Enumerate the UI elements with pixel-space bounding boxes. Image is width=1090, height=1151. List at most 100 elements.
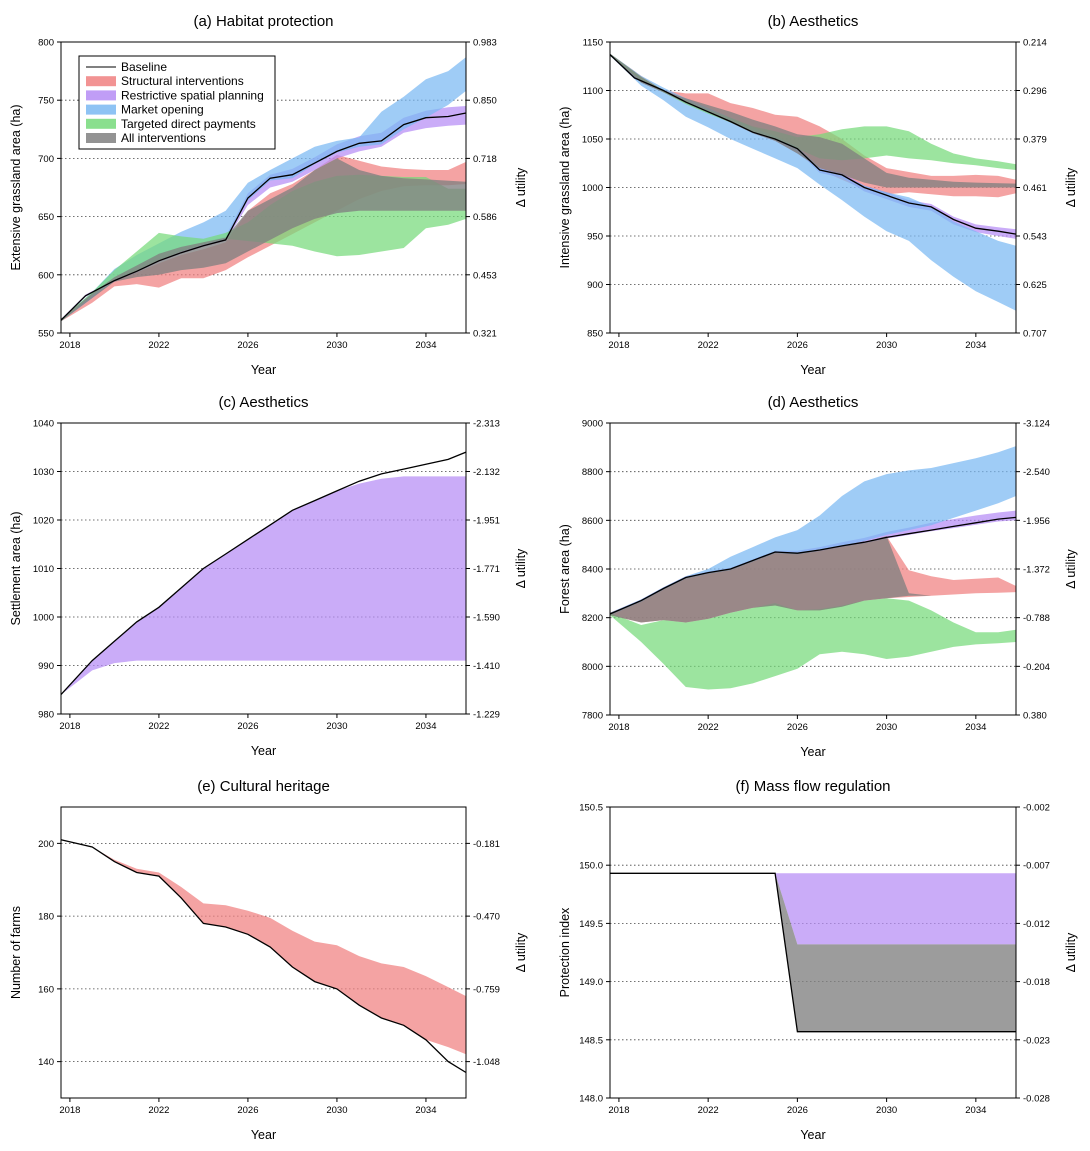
y-tick-label: 700 <box>38 154 54 165</box>
legend-label: Targeted direct payments <box>121 117 256 131</box>
y2-axis-label: Δ utility <box>1064 548 1078 588</box>
y-tick-label: 600 <box>38 270 54 281</box>
y2-tick-label: -0.023 <box>1023 1035 1050 1046</box>
y2-axis-label: Δ utility <box>514 167 528 207</box>
y-tick-label: 8800 <box>582 467 603 478</box>
panel-title: (e) Cultural heritage <box>197 778 330 795</box>
x-tick-label: 2026 <box>787 340 808 351</box>
x-tick-label: 2026 <box>787 1105 808 1116</box>
x-tick-label: 2022 <box>148 340 169 351</box>
x-tick-label: 2026 <box>237 1105 258 1116</box>
y-axis-label: Forest area (ha) <box>558 524 572 614</box>
x-tick-label: 2022 <box>148 1105 169 1116</box>
y2-tick-label: -0.470 <box>473 912 500 923</box>
y-tick-label: 7800 <box>582 711 603 722</box>
y2-tick-label: 0.214 <box>1023 38 1047 49</box>
y2-tick-label: -0.788 <box>1023 613 1050 624</box>
y2-tick-label: 0.379 <box>1023 135 1047 146</box>
y-tick-label: 1150 <box>583 38 603 49</box>
baseline-line <box>610 872 1016 1033</box>
y-tick-label: 1010 <box>33 564 54 575</box>
band-restrictive-spatial-planning <box>775 873 1016 945</box>
y2-tick-label: -0.028 <box>1023 1094 1050 1105</box>
legend-swatch <box>86 76 116 87</box>
y-tick-label: 149.0 <box>579 977 603 988</box>
plot-frame <box>609 806 1017 1099</box>
baseline-line <box>60 451 467 696</box>
y-axis-label: Protection index <box>558 907 572 997</box>
y2-tick-label: 0.380 <box>1023 711 1047 722</box>
y2-tick-label: -0.018 <box>1023 977 1050 988</box>
x-axis-label: Year <box>800 1128 825 1142</box>
x-axis-label: Year <box>251 744 276 758</box>
band-all-interventions <box>610 53 1016 188</box>
band-restrictive-spatial-planning <box>610 510 1016 616</box>
y-tick-label: 800 <box>38 38 54 49</box>
y2-tick-label: -2.540 <box>1023 467 1050 478</box>
y2-tick-label: 0.453 <box>473 270 497 281</box>
y-tick-label: 8600 <box>582 516 603 527</box>
panel-title: (a) Habitat protection <box>193 13 333 30</box>
band-market-opening <box>610 53 1016 311</box>
x-tick-label: 2022 <box>698 722 719 733</box>
x-tick-label: 2030 <box>326 721 347 732</box>
y-tick-label: 150.0 <box>579 861 603 872</box>
x-tick-label: 2022 <box>698 340 719 351</box>
x-tick-label: 2018 <box>608 340 629 351</box>
baseline-line <box>60 112 467 321</box>
y-axis-label: Intensive grassland area (ha) <box>558 107 572 269</box>
panel-title: (d) Aesthetics <box>768 394 859 411</box>
x-tick-label: 2034 <box>415 1105 436 1116</box>
x-axis-label: Year <box>251 363 276 377</box>
x-axis-label: Year <box>800 363 825 377</box>
y2-tick-label: -1.951 <box>473 516 500 527</box>
y2-tick-label: -0.759 <box>473 984 500 995</box>
y-tick-label: 1020 <box>33 516 54 527</box>
band-restrictive-spatial-planning <box>61 106 466 322</box>
y2-tick-label: 0.707 <box>1023 329 1047 340</box>
y2-tick-label: -2.132 <box>473 467 500 478</box>
y2-tick-label: -1.048 <box>473 1057 500 1068</box>
band-targeted-direct-payments <box>610 598 1016 690</box>
y2-tick-label: -1.372 <box>1023 565 1050 576</box>
panel-d: 2018 2022 2026 2030 2034 7800 8000 8200 8400 8600… <box>558 394 1078 759</box>
y-tick-label: 140 <box>38 1057 54 1068</box>
band-targeted-direct-payments <box>61 174 466 322</box>
y-tick-label: 550 <box>38 329 54 340</box>
y-tick-label: 950 <box>587 232 603 243</box>
y-tick-label: 900 <box>587 280 603 291</box>
panel-title: (c) Aesthetics <box>218 394 308 411</box>
y2-tick-label: 0.586 <box>473 212 497 223</box>
y2-tick-label: 0.543 <box>1023 232 1047 243</box>
x-tick-label: 2026 <box>237 340 258 351</box>
y-tick-label: 160 <box>38 984 54 995</box>
y2-axis-label: Δ utility <box>514 932 528 972</box>
legend-swatch <box>86 104 116 115</box>
x-tick-label: 2018 <box>59 721 80 732</box>
x-tick-label: 2018 <box>608 1105 629 1116</box>
y2-tick-label: 0.850 <box>473 96 497 107</box>
band-all-interventions <box>775 873 1016 1032</box>
y-tick-label: 200 <box>38 839 54 850</box>
y-tick-label: 8200 <box>582 613 603 624</box>
y2-tick-label: -3.124 <box>1023 419 1050 430</box>
x-tick-label: 2034 <box>965 1105 986 1116</box>
x-tick-label: 2034 <box>415 721 436 732</box>
y-tick-label: 9000 <box>582 419 603 430</box>
x-axis-label: Year <box>800 745 825 759</box>
x-tick-label: 2034 <box>965 340 986 351</box>
baseline-line <box>60 839 467 1074</box>
y-tick-label: 1050 <box>582 135 603 146</box>
band-targeted-direct-payments <box>610 53 1016 170</box>
y2-tick-label: 0.625 <box>1023 280 1047 291</box>
panel-b: 2018 2022 2026 2030 2034 850 900 950 1000 1050 110… <box>558 13 1078 377</box>
panel-title: (b) Aesthetics <box>768 13 859 30</box>
x-tick-label: 2018 <box>608 722 629 733</box>
plot-frame <box>60 41 467 334</box>
x-tick-label: 2018 <box>59 340 80 351</box>
y-tick-label: 990 <box>38 661 54 672</box>
y2-tick-label: -0.002 <box>1023 803 1050 814</box>
band-all-interventions <box>610 536 1016 623</box>
x-axis-label: Year <box>251 1128 276 1142</box>
